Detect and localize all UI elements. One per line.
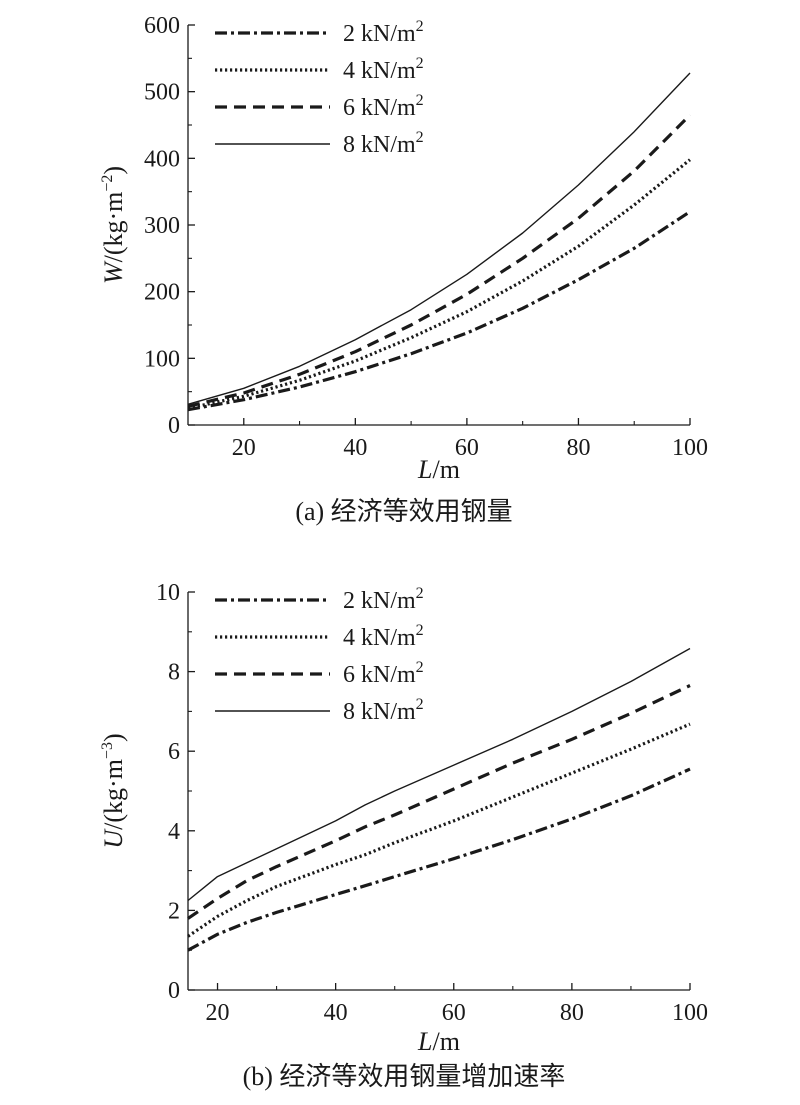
series-line-1 [187,210,691,412]
x-tick-label: 80 [560,1000,584,1026]
legend-label-exponent: 2 [416,92,424,109]
y-axis-label-symbol: U [99,828,128,849]
chart-caption: (b) 经济等效用钢量增加速率 [243,1062,566,1091]
chart-panel-a: 0 100 200 300 400 500 600 20 40 60 80 100 L/m W/(kg·m… [99,13,708,526]
y-axis-label-unit: /(kg·m [99,759,128,830]
y-axis-label-symbol: W [99,260,128,284]
series-line-2 [187,722,691,938]
legend-label-3: 6 kN/m2 [343,92,424,121]
legend-label-1: 2 kN/m2 [343,585,424,614]
legend-label-text: 8 kN/m [343,699,416,725]
y-tick-label: 8 [168,660,180,686]
y-tick-label: 600 [144,13,180,39]
x-tick-label: 60 [442,1000,466,1026]
x-tick-label: 40 [324,1000,348,1026]
y-axis-label-close: ) [99,733,128,742]
x-tick-label: 20 [206,1000,230,1026]
x-axis-label-unit: /m [433,1027,460,1056]
y-tick-label: 200 [144,280,180,306]
y-tick-label: 6 [168,739,180,765]
legend-label-1: 2 kN/m2 [343,18,424,47]
y-tick-label: 500 [144,80,180,106]
legend-label-exponent: 2 [416,18,424,35]
series-line-3 [187,684,691,920]
legend-label-text: 4 kN/m [343,58,416,84]
x-axis-label-symbol: L [417,1027,432,1056]
y-axis-label-close: ) [99,166,128,175]
legend-label-text: 4 kN/m [343,625,416,651]
legend-label-4: 8 kN/m2 [343,129,424,158]
y-tick-label: 0 [168,978,180,1004]
x-tick-label: 80 [566,435,590,461]
chart-caption: (a) 经济等效用钢量 [295,497,512,526]
series-line-3 [187,113,692,408]
legend-label-text: 6 kN/m [343,95,416,121]
y-tick-label: 0 [168,413,180,439]
y-axis-label: U/(kg·m−3) [99,733,128,848]
legend-label-exponent: 2 [416,585,424,602]
legend-label-exponent: 2 [416,129,424,146]
legend-label-2: 4 kN/m2 [343,622,424,651]
y-axis-label-unit: /(kg·m [99,192,128,263]
legend-label-text: 6 kN/m [343,662,416,688]
x-tick-label: 60 [455,435,479,461]
y-tick-label: 300 [144,213,180,239]
x-tick-label: 100 [672,435,708,461]
y-tick-label: 2 [168,898,180,924]
series-line-2 [187,158,692,410]
y-axis-label-exponent: −2 [99,175,116,192]
x-axis-label: L/m [417,455,460,484]
x-axis-label: L/m [417,1027,460,1056]
legend-label-text: 8 kN/m [343,132,416,158]
legend-label-exponent: 2 [416,696,424,713]
series-line-4 [187,72,691,405]
x-tick-label: 40 [343,435,367,461]
y-axis-label: W/(kg·m−2) [99,166,128,284]
y-tick-label: 400 [144,146,180,172]
legend-label-exponent: 2 [416,622,424,639]
legend-label-4: 8 kN/m2 [343,696,424,725]
y-tick-label: 4 [168,819,180,845]
x-axis-label-unit: /m [433,455,460,484]
y-axis-label-exponent: −3 [99,742,116,759]
legend-label-2: 4 kN/m2 [343,55,424,84]
x-tick-label: 100 [672,1000,708,1026]
legend-label-exponent: 2 [416,55,424,72]
series-line-4 [187,647,691,902]
series-line-1 [187,767,691,952]
legend-label-exponent: 2 [416,659,424,676]
legend-label-3: 6 kN/m2 [343,659,424,688]
x-axis-label-symbol: L [417,455,432,484]
legend-label-text: 2 kN/m [343,21,416,47]
x-tick-label: 20 [232,435,256,461]
legend-label-text: 2 kN/m [343,588,416,614]
y-tick-label: 100 [144,346,180,372]
y-tick-label: 10 [156,580,180,606]
